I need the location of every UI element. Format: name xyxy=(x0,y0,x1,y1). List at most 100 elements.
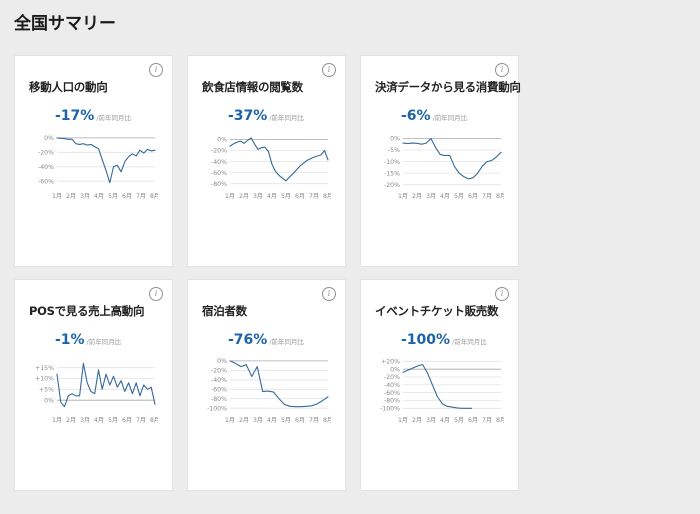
svg-text:7月: 7月 xyxy=(136,193,146,200)
metric-value: -6% xyxy=(401,108,431,124)
svg-text:6月: 6月 xyxy=(295,193,305,200)
info-icon[interactable]: i xyxy=(149,287,163,301)
svg-text:-40%: -40% xyxy=(211,159,227,166)
metric-value: -100% xyxy=(401,332,451,348)
card-mobility: i 移動人口の動向 -17%/前年同月比 0% -20% -40% -60% 1月 2月 3… xyxy=(14,55,173,267)
svg-text:7月: 7月 xyxy=(309,193,319,200)
svg-text:+10%: +10% xyxy=(35,376,54,383)
metric-suffix: /前年同月比 xyxy=(432,114,468,122)
svg-text:2月: 2月 xyxy=(412,417,422,424)
info-icon[interactable]: i xyxy=(495,287,509,301)
svg-text:2月: 2月 xyxy=(412,193,422,200)
svg-text:1月: 1月 xyxy=(225,417,235,424)
svg-text:-10%: -10% xyxy=(384,159,400,166)
svg-text:7月: 7月 xyxy=(482,417,492,424)
svg-text:-40%: -40% xyxy=(38,164,54,171)
metric-suffix: /前年同月比 xyxy=(269,338,305,346)
svg-text:0%: 0% xyxy=(44,397,54,404)
svg-text:-60%: -60% xyxy=(211,387,227,394)
svg-text:5月: 5月 xyxy=(454,417,464,424)
svg-text:4月: 4月 xyxy=(267,417,277,424)
svg-text:-80%: -80% xyxy=(211,396,227,403)
svg-text:3月: 3月 xyxy=(253,193,263,200)
metric: -76%/前年同月比 xyxy=(228,329,331,348)
svg-text:5月: 5月 xyxy=(454,193,464,200)
svg-text:8月: 8月 xyxy=(496,417,504,424)
metric: -6%/前年同月比 xyxy=(401,105,504,124)
svg-text:0%: 0% xyxy=(390,366,400,373)
svg-text:5月: 5月 xyxy=(108,193,118,200)
svg-text:7月: 7月 xyxy=(309,417,319,424)
metric-suffix: /前年同月比 xyxy=(86,338,122,346)
metric: -17%/前年同月比 xyxy=(55,105,158,124)
line-chart: 0% -5% -10% -15% -20% 1月 2月 3月 4月 5月 6月 7月 8月 xyxy=(384,136,504,200)
svg-text:2月: 2月 xyxy=(66,417,76,424)
svg-text:-20%: -20% xyxy=(38,150,54,157)
svg-text:-20%: -20% xyxy=(384,182,400,189)
metric: -37%/前年同月比 xyxy=(228,105,331,124)
svg-text:-60%: -60% xyxy=(211,170,227,177)
info-icon[interactable]: i xyxy=(495,63,509,77)
svg-text:-5%: -5% xyxy=(388,147,400,154)
metric-value: -17% xyxy=(55,108,95,124)
card-title: イベントチケット販売数 xyxy=(375,304,499,318)
card-title: 決済データから見る消費動向 xyxy=(375,80,521,94)
svg-text:5月: 5月 xyxy=(281,193,291,200)
metric: -100%/前年同月比 xyxy=(401,329,504,348)
line-chart: +20%0%-20%-40%-60%-80%-100% 1月 2月 3月 4月 5月 6月 7… xyxy=(380,359,504,425)
line-chart: 0% -20% -40% -60% -80% 1月 2月 3月 4月 5月 6月 7月 8月 xyxy=(211,137,331,200)
metric-suffix: /前年同月比 xyxy=(452,338,487,346)
card-payment-consumption: i 決済データから見る消費動向 -6%/前年同月比 0% -5% -10% -15% -… xyxy=(360,55,521,267)
summary-cards-grid: i 移動人口の動向 -17%/前年同月比 0% -20% -40% -60% 1月 2月 3… xyxy=(14,55,700,503)
info-icon[interactable]: i xyxy=(149,63,163,77)
metric: -1%/前年同月比 xyxy=(55,329,158,348)
svg-text:6月: 6月 xyxy=(295,417,305,424)
svg-text:-15%: -15% xyxy=(384,170,400,177)
svg-text:3月: 3月 xyxy=(426,193,436,200)
metric-suffix: /前年同月比 xyxy=(269,114,305,122)
svg-text:4月: 4月 xyxy=(267,193,277,200)
svg-text:3月: 3月 xyxy=(426,417,436,424)
svg-text:1月: 1月 xyxy=(398,417,408,424)
svg-text:6月: 6月 xyxy=(122,417,132,424)
svg-text:8月: 8月 xyxy=(150,417,158,424)
svg-text:1月: 1月 xyxy=(398,193,408,200)
svg-text:-100%: -100% xyxy=(207,405,227,412)
page-title: 全国サマリー xyxy=(14,14,116,34)
svg-text:-40%: -40% xyxy=(211,377,227,384)
card-title: 飲食店情報の閲覧数 xyxy=(202,80,303,94)
svg-text:4月: 4月 xyxy=(440,193,450,200)
svg-text:1月: 1月 xyxy=(225,193,235,200)
line-chart: +15% +10% +5% 0% 1月 2月 3月 4月 5月 6月 7月 8月 xyxy=(35,362,158,424)
svg-text:6月: 6月 xyxy=(122,193,132,200)
svg-text:3月: 3月 xyxy=(80,193,90,200)
card-restaurant-views: i 飲食店情報の閲覧数 -37%/前年同月比 0% -20% -40% -60% -80… xyxy=(187,55,346,267)
svg-text:4月: 4月 xyxy=(94,193,104,200)
line-chart: 0% -20% -40% -60% -80% -100% 1月 2月 3月 4月 5月 6月 7月 8月 xyxy=(207,358,331,424)
svg-text:1月: 1月 xyxy=(52,417,62,424)
svg-text:8月: 8月 xyxy=(323,193,331,200)
info-icon[interactable]: i xyxy=(322,63,336,77)
card-title: POSで見る売上高動向 xyxy=(29,304,145,318)
svg-text:-80%: -80% xyxy=(211,181,227,188)
svg-text:2月: 2月 xyxy=(239,193,249,200)
svg-text:0%: 0% xyxy=(390,136,400,143)
svg-text:+15%: +15% xyxy=(35,365,54,372)
info-icon[interactable]: i xyxy=(322,287,336,301)
svg-text:1月: 1月 xyxy=(52,193,62,200)
metric-value: -76% xyxy=(228,332,268,348)
svg-text:+5%: +5% xyxy=(39,387,54,394)
line-chart: 0% -20% -40% -60% 1月 2月 3月 4月 5月 6月 7月 8月 xyxy=(38,135,158,200)
metric-suffix: /前年同月比 xyxy=(96,114,132,122)
svg-text:-80%: -80% xyxy=(384,398,400,405)
svg-text:5月: 5月 xyxy=(281,417,291,424)
svg-text:-20%: -20% xyxy=(384,374,400,381)
svg-text:2月: 2月 xyxy=(66,193,76,200)
svg-text:0%: 0% xyxy=(44,135,54,142)
card-pos-sales: i POSで見る売上高動向 -1%/前年同月比 +15% +10% +5% 0% 1月 2… xyxy=(14,279,173,491)
svg-text:6月: 6月 xyxy=(468,193,478,200)
svg-text:3月: 3月 xyxy=(80,417,90,424)
svg-text:2月: 2月 xyxy=(239,417,249,424)
svg-text:5月: 5月 xyxy=(108,417,118,424)
svg-text:8月: 8月 xyxy=(150,193,158,200)
